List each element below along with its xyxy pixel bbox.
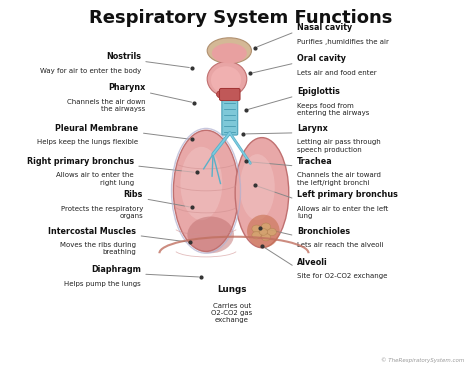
Text: Right primary bronchus: Right primary bronchus bbox=[27, 157, 134, 166]
Text: Keeps food from
entering the airways: Keeps food from entering the airways bbox=[297, 103, 369, 116]
Ellipse shape bbox=[207, 38, 251, 63]
Text: Allows air to enter the
right lung: Allows air to enter the right lung bbox=[56, 172, 134, 186]
Text: Channels the air down
the airwayss: Channels the air down the airwayss bbox=[67, 99, 146, 112]
Text: Alveoli: Alveoli bbox=[297, 258, 328, 267]
Text: Nostrils: Nostrils bbox=[106, 52, 141, 61]
Text: Helps pump the lungs: Helps pump the lungs bbox=[64, 281, 141, 287]
Ellipse shape bbox=[217, 90, 228, 98]
Ellipse shape bbox=[173, 130, 238, 251]
Text: Lungs: Lungs bbox=[217, 284, 246, 294]
Text: Bronchioles: Bronchioles bbox=[297, 226, 350, 236]
Ellipse shape bbox=[240, 154, 275, 220]
Ellipse shape bbox=[235, 138, 289, 248]
Ellipse shape bbox=[187, 217, 234, 253]
Circle shape bbox=[261, 223, 271, 230]
Circle shape bbox=[252, 225, 261, 232]
Circle shape bbox=[259, 229, 267, 235]
Ellipse shape bbox=[181, 147, 222, 220]
Text: Oral cavity: Oral cavity bbox=[297, 54, 346, 63]
Circle shape bbox=[261, 233, 271, 241]
Text: Diaphragm: Diaphragm bbox=[91, 265, 141, 274]
Text: Respiratory System Functions: Respiratory System Functions bbox=[89, 9, 392, 27]
Text: Moves the ribs during
breathing: Moves the ribs during breathing bbox=[60, 242, 136, 255]
Text: Way for air to enter the body: Way for air to enter the body bbox=[39, 68, 141, 74]
Ellipse shape bbox=[211, 66, 241, 94]
Text: Lets air and food enter: Lets air and food enter bbox=[297, 70, 376, 76]
FancyBboxPatch shape bbox=[219, 88, 240, 101]
Text: Left primary bronchus: Left primary bronchus bbox=[297, 190, 398, 199]
Text: Helps keep the lungs flexible: Helps keep the lungs flexible bbox=[37, 139, 138, 145]
Text: Nasal cavity: Nasal cavity bbox=[297, 23, 352, 32]
Text: Letting air pass through
speech production: Letting air pass through speech producti… bbox=[297, 139, 381, 153]
Circle shape bbox=[252, 232, 261, 239]
Text: Trachea: Trachea bbox=[297, 157, 333, 166]
Ellipse shape bbox=[212, 43, 247, 63]
Ellipse shape bbox=[207, 61, 247, 96]
Text: Epiglottis: Epiglottis bbox=[297, 87, 340, 96]
Text: Protects the respiratory
organs: Protects the respiratory organs bbox=[61, 206, 143, 219]
Text: Ribs: Ribs bbox=[124, 190, 143, 199]
Text: Intercostal Muscles: Intercostal Muscles bbox=[48, 226, 136, 236]
Text: Lets air reach the alveoli: Lets air reach the alveoli bbox=[297, 242, 383, 248]
FancyBboxPatch shape bbox=[222, 94, 237, 135]
Text: Pharynx: Pharynx bbox=[108, 83, 146, 92]
Text: Channels the air toward
the left/right bronchi: Channels the air toward the left/right b… bbox=[297, 172, 381, 186]
Text: Site for O2-CO2 exchange: Site for O2-CO2 exchange bbox=[297, 273, 387, 279]
Circle shape bbox=[267, 228, 276, 236]
Text: Allows air to enter the left
lung: Allows air to enter the left lung bbox=[297, 206, 388, 219]
Text: Pleural Membrane: Pleural Membrane bbox=[55, 124, 138, 133]
Text: Larynx: Larynx bbox=[297, 124, 328, 133]
Text: © TheRespiratorySystem.com: © TheRespiratorySystem.com bbox=[382, 358, 465, 363]
Ellipse shape bbox=[247, 215, 280, 248]
Text: Purifies ,humidifies the air: Purifies ,humidifies the air bbox=[297, 39, 389, 44]
Text: Carries out
O2-CO2 gas
exchange: Carries out O2-CO2 gas exchange bbox=[211, 303, 252, 323]
